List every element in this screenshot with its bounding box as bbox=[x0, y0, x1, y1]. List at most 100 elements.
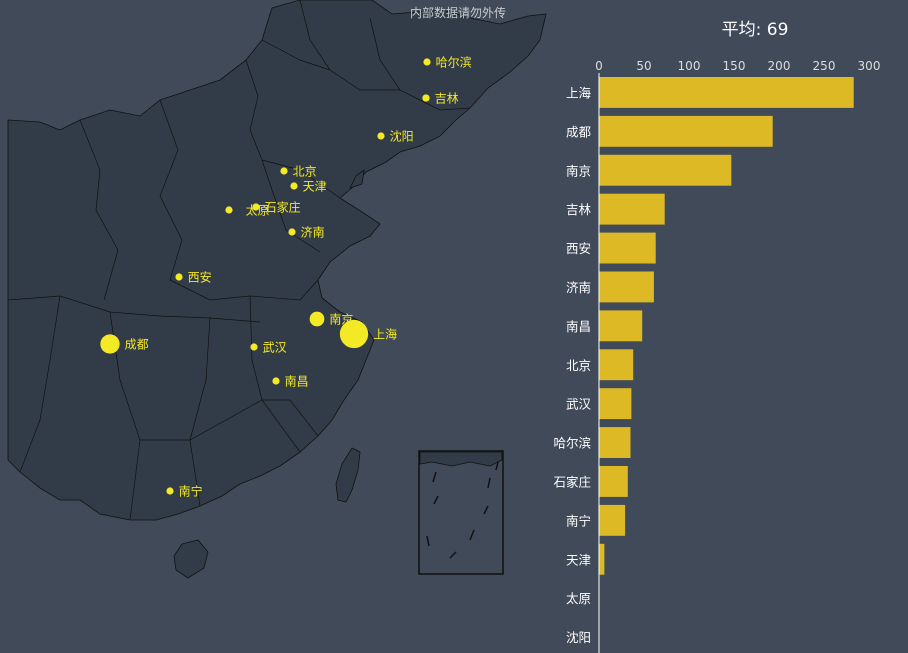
bar bbox=[599, 388, 632, 420]
city-label: 吉林 bbox=[435, 92, 459, 106]
city-point bbox=[252, 203, 260, 211]
bar bbox=[599, 543, 605, 575]
city-marker: 北京 bbox=[280, 165, 317, 179]
bar bbox=[599, 193, 665, 225]
inset-land bbox=[419, 451, 503, 467]
bar bbox=[599, 466, 628, 497]
city-label: 成都 bbox=[125, 338, 149, 352]
city-label: 沈阳 bbox=[390, 129, 414, 144]
sea-boundary-dash bbox=[433, 495, 439, 505]
province-border bbox=[261, 39, 331, 71]
liaodong-peninsula bbox=[349, 169, 365, 189]
city-marker: 南京 bbox=[309, 311, 353, 327]
city-label: 南京 bbox=[329, 312, 353, 327]
category-label: 济南 bbox=[566, 280, 591, 295]
category-label: 南京 bbox=[566, 163, 591, 178]
bar bbox=[599, 232, 656, 264]
city-label: 太原 bbox=[246, 203, 270, 218]
city-label: 西安 bbox=[188, 270, 212, 285]
x-tick-label: 250 bbox=[813, 59, 836, 73]
province-border bbox=[159, 99, 183, 281]
province-border bbox=[249, 295, 301, 453]
province-border bbox=[245, 59, 273, 191]
bar bbox=[599, 154, 732, 186]
bar bbox=[599, 77, 854, 108]
city-point bbox=[166, 487, 174, 495]
bar bbox=[599, 310, 643, 342]
city-label: 南宁 bbox=[179, 484, 203, 499]
city-marker: 南昌 bbox=[272, 374, 309, 389]
x-tick-label: 200 bbox=[768, 59, 791, 73]
hainan-island bbox=[173, 539, 209, 579]
x-tick-label: 100 bbox=[678, 59, 701, 73]
category-label: 哈尔滨 bbox=[553, 436, 591, 451]
x-tick-label: 0 bbox=[595, 59, 603, 73]
province-border bbox=[140, 399, 263, 441]
city-label: 石家庄 bbox=[265, 200, 301, 215]
province-border bbox=[7, 295, 261, 323]
average-title: 平均: 69 bbox=[721, 20, 789, 40]
mainland-region bbox=[7, 0, 547, 521]
city-marker: 石家庄 bbox=[252, 200, 301, 215]
city-marker: 西安 bbox=[175, 270, 212, 285]
sea-boundary-dash bbox=[449, 551, 457, 559]
sea-boundary-dash bbox=[426, 535, 430, 547]
bar bbox=[599, 349, 634, 381]
city-point bbox=[422, 94, 430, 102]
city-label: 武汉 bbox=[263, 341, 287, 355]
sea-boundary-dash bbox=[469, 529, 475, 541]
city-point bbox=[175, 273, 183, 281]
category-label: 北京 bbox=[566, 358, 591, 373]
bar bbox=[599, 271, 654, 303]
city-marker: 南宁 bbox=[166, 484, 203, 499]
sea-boundary-dash bbox=[483, 505, 489, 515]
city-marker: 吉林 bbox=[422, 92, 459, 106]
city-point bbox=[280, 167, 288, 175]
category-label: 武汉 bbox=[566, 397, 592, 412]
sea-boundary-dash bbox=[487, 477, 491, 489]
city-point bbox=[339, 319, 369, 349]
x-tick-label: 150 bbox=[723, 59, 746, 73]
province-border bbox=[19, 295, 61, 473]
x-tick-label: 300 bbox=[858, 59, 881, 73]
china-map bbox=[7, 0, 547, 579]
category-label: 南宁 bbox=[566, 513, 591, 528]
province-border bbox=[261, 159, 341, 199]
city-point bbox=[272, 377, 280, 385]
city-point bbox=[100, 334, 120, 354]
taiwan-island bbox=[335, 447, 361, 503]
city-point bbox=[225, 206, 233, 214]
city-label: 济南 bbox=[301, 225, 325, 240]
city-label: 天津 bbox=[303, 180, 327, 194]
city-label: 上海 bbox=[373, 327, 397, 342]
sea-boundary-dash bbox=[495, 461, 499, 471]
city-point bbox=[288, 228, 296, 236]
province-border bbox=[262, 399, 319, 437]
category-label: 南昌 bbox=[566, 319, 591, 334]
city-marker: 太原 bbox=[225, 203, 270, 218]
city-point bbox=[377, 132, 385, 140]
category-label: 沈阳 bbox=[566, 630, 591, 645]
city-label: 南昌 bbox=[285, 374, 309, 389]
category-label: 吉林 bbox=[566, 202, 592, 217]
city-point bbox=[290, 182, 298, 190]
sea-boundary-dash bbox=[432, 471, 437, 483]
city-point bbox=[250, 343, 258, 351]
province-border bbox=[79, 119, 119, 301]
city-point bbox=[309, 311, 325, 327]
city-point bbox=[423, 58, 431, 66]
city-marker: 武汉 bbox=[250, 341, 287, 355]
city-label: 北京 bbox=[293, 165, 317, 179]
watermark: 内部数据请勿外传 bbox=[409, 6, 507, 20]
city-label: 哈尔滨 bbox=[436, 55, 472, 70]
province-border bbox=[271, 189, 321, 253]
south-sea-inset-frame bbox=[418, 450, 504, 575]
city-marker: 上海 bbox=[339, 319, 397, 349]
category-label: 上海 bbox=[566, 85, 592, 100]
city-marker: 济南 bbox=[288, 225, 325, 240]
city-marker: 沈阳 bbox=[377, 129, 414, 144]
category-label: 天津 bbox=[566, 552, 591, 567]
bar-chart: 0 50 100 150 200 250 300 上海成都南京吉林西安济南南昌北京武汉哈尔滨石… bbox=[553, 59, 880, 653]
